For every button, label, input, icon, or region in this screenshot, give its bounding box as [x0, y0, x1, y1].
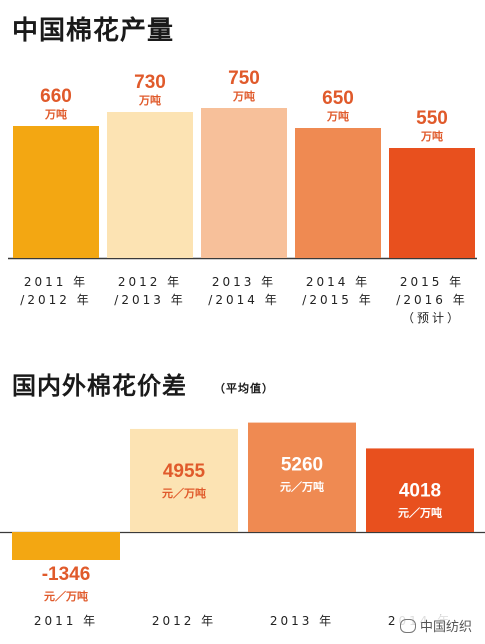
category-label-production-2-1: /2014 年 [208, 293, 279, 307]
value-label-production-1: 730 [134, 72, 166, 93]
category-label-production-4-2: （预计） [402, 311, 462, 325]
value-label-production-2: 750 [228, 68, 260, 89]
category-label-production-1-1: /2013 年 [114, 293, 185, 307]
value-label-production-0: 660 [40, 86, 72, 107]
watermark-text: 中国纺织 [419, 620, 472, 635]
bar-production-0 [13, 126, 99, 258]
bar-price-gap-0 [12, 532, 120, 560]
chart-subtitle-price-gap: （平均值） [214, 382, 274, 395]
wechat-icon [399, 618, 416, 633]
category-label-price-gap-2: 2013 年 [270, 614, 334, 628]
unit-label-production-4: 万吨 [420, 129, 443, 143]
bar-price-gap-3 [366, 448, 474, 532]
category-label-production-4-1: /2016 年 [396, 293, 467, 307]
chart-title-production: 中国棉花产量 [12, 16, 175, 46]
bar-production-1 [107, 112, 193, 258]
unit-label-production-3: 万吨 [326, 109, 349, 123]
value-label-production-4: 550 [416, 108, 448, 129]
category-label-price-gap-1: 2012 年 [152, 614, 216, 628]
category-label-production-0-0: 2011 年 [24, 275, 88, 289]
unit-label-price-gap-3: 元／万吨 [398, 505, 442, 519]
category-label-price-gap-0: 2011 年 [34, 614, 98, 628]
category-label-production-0-1: /2012 年 [20, 293, 91, 307]
bar-price-gap-2 [248, 422, 356, 532]
value-label-production-3: 650 [322, 88, 354, 109]
value-label-price-gap-2: 5260 [281, 455, 323, 476]
category-label-production-4-0: 2015 年 [400, 275, 464, 289]
unit-label-production-0: 万吨 [44, 107, 67, 121]
bar-production-4 [389, 148, 475, 258]
unit-label-production-2: 万吨 [232, 89, 255, 103]
category-label-production-2-0: 2013 年 [212, 275, 276, 289]
value-label-price-gap-3: 4018 [399, 480, 441, 501]
value-label-price-gap-1: 4955 [163, 461, 206, 482]
unit-label-price-gap-2: 元／万吨 [280, 480, 324, 494]
category-label-production-3-0: 2014 年 [306, 275, 370, 289]
category-label-production-3-1: /2015 年 [302, 293, 373, 307]
bar-production-3 [295, 128, 381, 258]
value-label-price-gap-0: -1346 [42, 564, 91, 585]
watermark: 中国纺织 [396, 615, 475, 636]
chart-title-price-gap: 国内外棉花价差 [12, 372, 187, 400]
bar-production-2 [201, 108, 287, 258]
bar-price-gap-1 [130, 428, 238, 532]
category-label-production-1-0: 2012 年 [118, 275, 182, 289]
unit-label-price-gap-0: 元／万吨 [44, 589, 88, 603]
unit-label-production-1: 万吨 [138, 93, 161, 107]
unit-label-price-gap-1: 元／万吨 [162, 486, 206, 500]
